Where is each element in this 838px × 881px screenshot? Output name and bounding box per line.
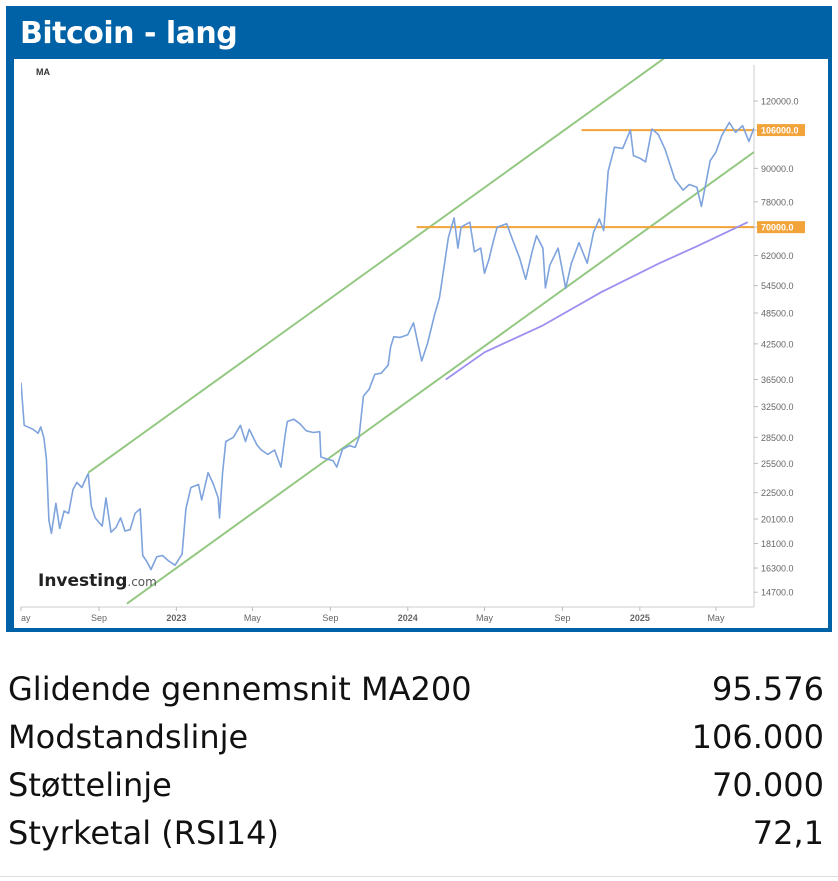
y-tick-label: 32500.0 [761,402,794,412]
x-tick-label: May [707,613,725,623]
stat-row-ma200: Glidende gennemsnit MA200 95.576 [8,670,824,718]
x-tick-label: Sep [322,613,338,623]
y-tick-label: 25500.0 [761,459,794,469]
y-tick-label: 48500.0 [761,308,794,318]
chart-panel: Bitcoin - lang 120000.0 106000.0 90000.0 78… [6,6,832,632]
stat-value: 70.000 [712,766,824,804]
x-tick-label: 2025 [630,613,650,623]
price-chart: 120000.0 106000.0 90000.0 78000.0 70000.0 620… [20,59,805,623]
y-tick-label: 42500.0 [761,339,794,349]
y-tick-label: 54500.0 [761,281,794,291]
investing-watermark: Investing.com [38,571,157,591]
stats-list: Glidende gennemsnit MA200 95.576 Modstan… [8,670,824,862]
y-tick-label: 18100.0 [761,539,794,549]
indicator-label: MA [36,67,50,77]
stat-row-support: Støttelinje 70.000 [8,766,824,814]
stat-value: 106.000 [691,718,824,756]
x-tick-label: ay [21,613,31,623]
y-tick-label: 78000.0 [761,197,794,207]
y-tick-label: 16300.0 [761,564,794,574]
stat-label: Styrketal (RSI14) [8,814,279,852]
x-tick-label: May [476,613,494,623]
stat-label: Støttelinje [8,766,172,804]
y-tick-label: 36500.0 [761,375,794,385]
x-tick-label: 2024 [398,613,418,623]
ma200-line [445,221,749,381]
stat-row-rsi: Styrketal (RSI14) 72,1 [8,814,824,862]
trend-channel-upper [87,59,665,474]
x-tick-label: Sep [554,613,570,623]
x-tick-label: 2023 [166,613,186,623]
stat-label: Glidende gennemsnit MA200 [8,670,472,708]
stat-value: 72,1 [752,814,824,852]
y-tick-highlight [757,124,805,137]
x-tick-label: May [244,613,262,623]
stat-row-resistance: Modstandslinje 106.000 [8,718,824,766]
chart-title: Bitcoin - lang [20,16,238,51]
y-tick-label: 20100.0 [761,515,794,525]
y-tick-label: 62000.0 [761,251,794,261]
y-tick-label: 14700.0 [761,588,794,598]
y-tick-label: 70000.0 [761,223,794,233]
y-tick-label: 28500.0 [761,433,794,443]
y-tick-label: 106000.0 [761,126,799,136]
y-tick-label: 90000.0 [761,164,794,174]
bottom-divider [0,876,838,877]
y-tick-highlight [757,221,805,234]
chart-area: 120000.0 106000.0 90000.0 78000.0 70000.0 620… [14,59,828,628]
x-tick-label: Sep [91,613,107,623]
plot-layer [21,59,754,605]
stat-value: 95.576 [712,670,824,708]
y-tick-label: 22500.0 [761,488,794,498]
price-line [21,121,754,571]
stat-label: Modstandslinje [8,718,249,756]
y-tick-label: 120000.0 [761,97,799,107]
